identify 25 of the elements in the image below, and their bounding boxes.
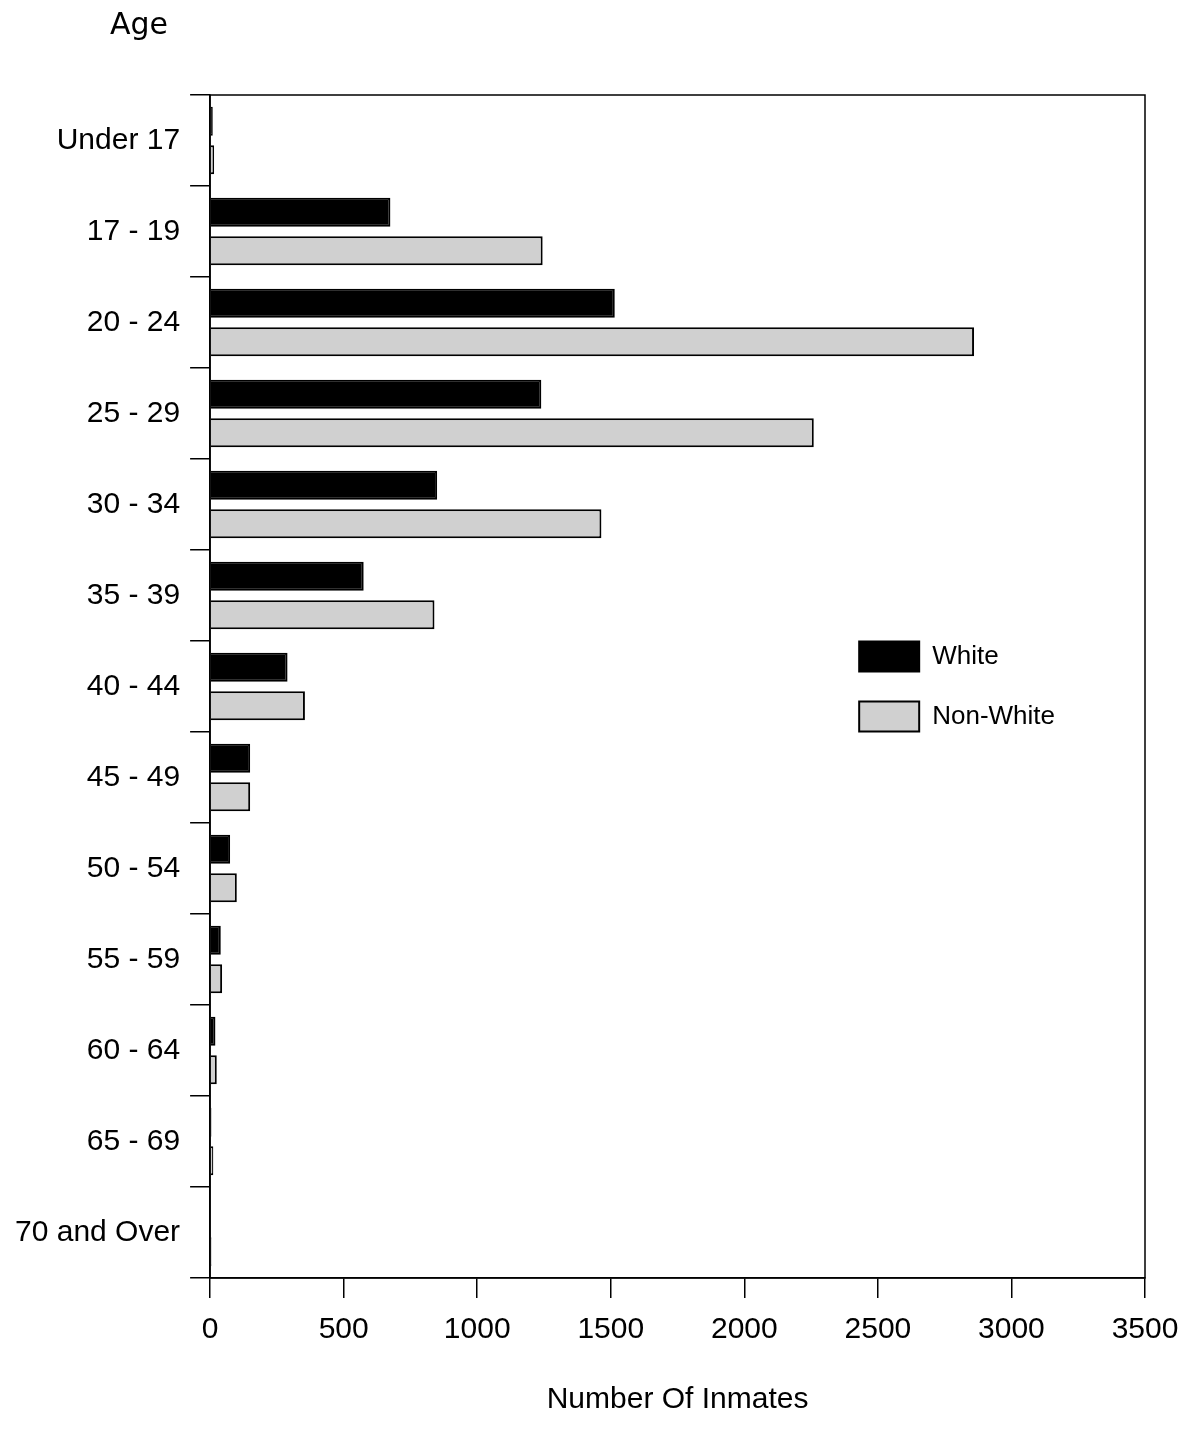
- x-tick-label: 3500: [1111, 1311, 1179, 1345]
- y-tick-label: 20 - 24: [86, 303, 181, 337]
- y-tick-label: 65 - 69: [86, 1122, 181, 1156]
- y-tick-label: 55 - 59: [86, 940, 181, 974]
- x-tick-label: 2000: [710, 1311, 778, 1345]
- y-tick-label: 50 - 54: [86, 849, 181, 883]
- x-tick-label: 2500: [844, 1311, 912, 1345]
- x-tick-label: 500: [318, 1311, 369, 1345]
- y-tick-label: Under 17: [56, 121, 181, 155]
- x-tick-label: 1000: [443, 1311, 511, 1345]
- x-tick-label: 3000: [978, 1311, 1045, 1345]
- y-tick-label: 45 - 49: [86, 758, 181, 792]
- x-tick-label: 0: [201, 1311, 219, 1345]
- y-tick-label: 30 - 34: [86, 485, 181, 519]
- y-axis-title: Age: [110, 6, 169, 41]
- y-tick-label: 35 - 39: [86, 576, 181, 610]
- x-axis-title: Number Of Inmates: [546, 1381, 809, 1415]
- y-tick-label: 60 - 64: [86, 1031, 181, 1065]
- y-tick-label: 40 - 44: [86, 667, 181, 701]
- y-tick-label: 70 and Over: [14, 1213, 181, 1247]
- legend-label: Non-White: [932, 699, 1056, 730]
- x-tick-label: 1500: [577, 1311, 645, 1345]
- y-tick-label: 25 - 29: [86, 394, 181, 428]
- y-tick-label: 17 - 19: [86, 212, 181, 246]
- legend-label: White: [932, 639, 999, 670]
